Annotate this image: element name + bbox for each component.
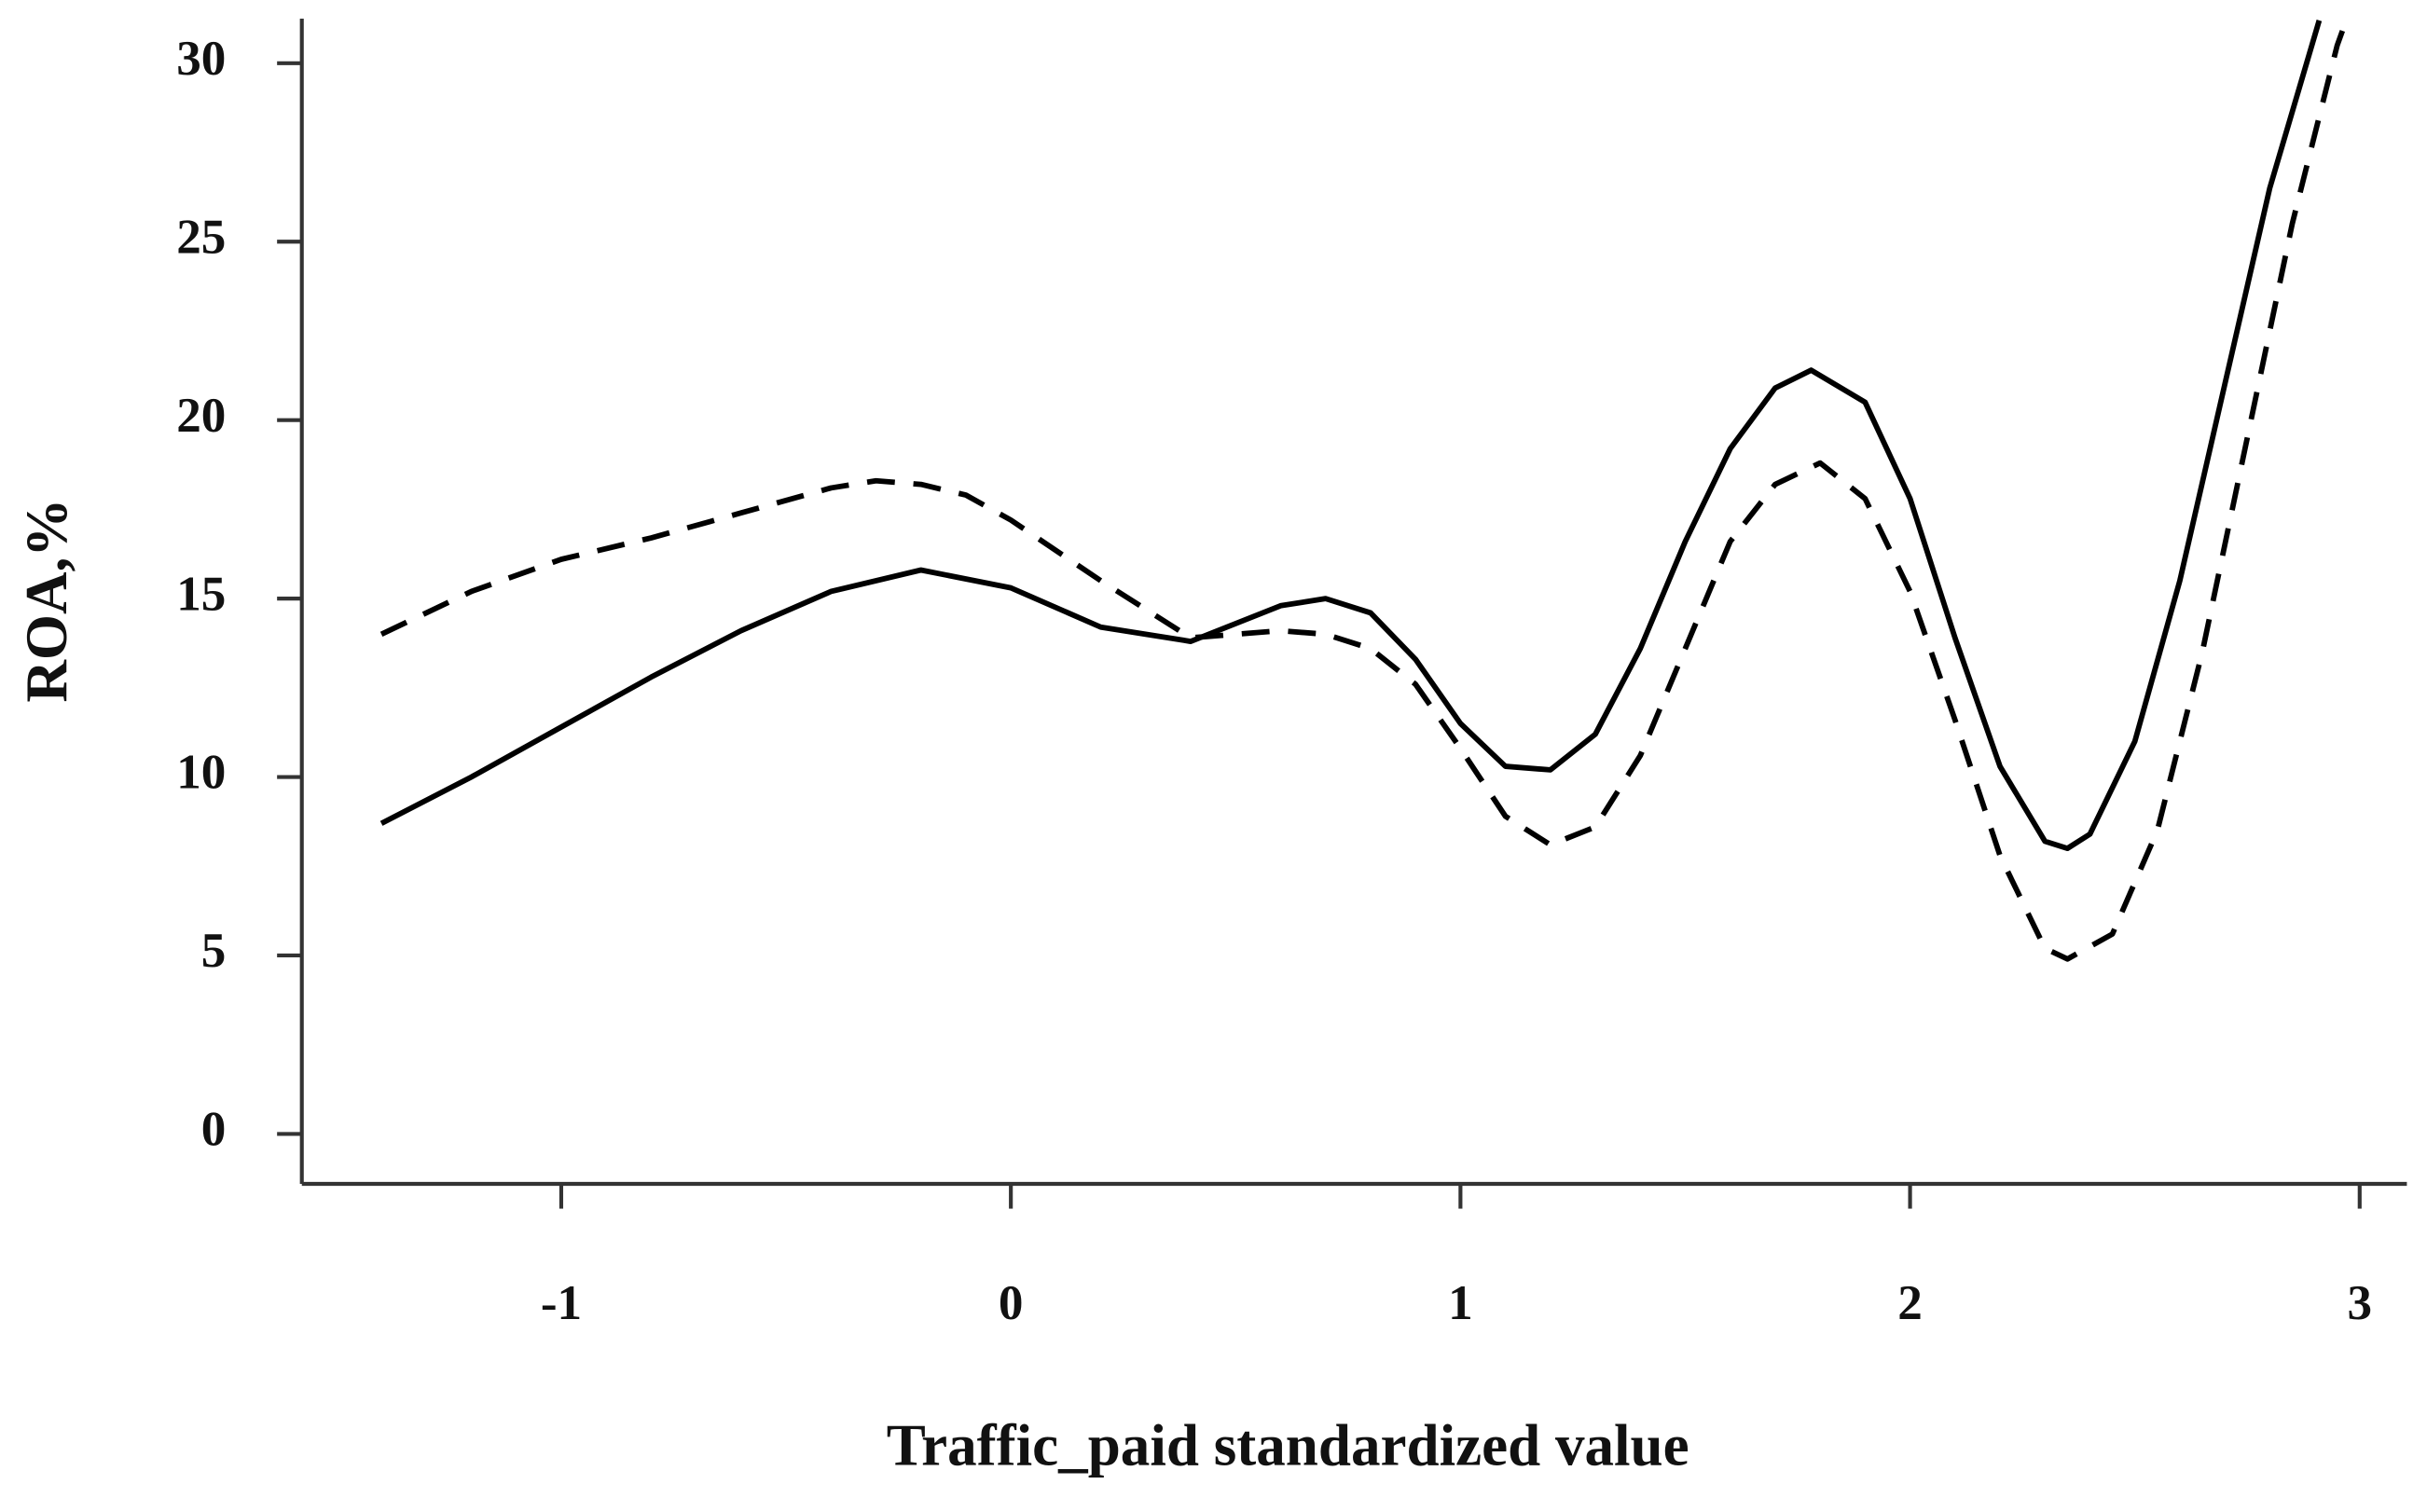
data-line — [379, 20, 2323, 852]
x-tick-label: -1 — [541, 1276, 582, 1330]
y-tick-label: 25 — [176, 210, 226, 264]
y-tick-label: 30 — [176, 32, 226, 86]
y-tick-label: 10 — [176, 746, 226, 800]
x-tick-label: 0 — [999, 1276, 1024, 1330]
x-tick-label: 1 — [1448, 1276, 1473, 1330]
x-axis-title: Traffic_paid standardized value — [887, 1413, 1689, 1478]
y-tick-label: 0 — [201, 1103, 227, 1157]
y-tick-label: 20 — [176, 389, 226, 443]
x-tick-label: 2 — [1897, 1276, 1923, 1330]
y-tick-label: 15 — [176, 567, 226, 621]
y-tick-label: 5 — [201, 924, 227, 978]
y-axis-title: ROA,% — [14, 499, 79, 703]
x-tick-label: 3 — [2348, 1276, 2373, 1330]
data-line — [379, 19, 2350, 962]
